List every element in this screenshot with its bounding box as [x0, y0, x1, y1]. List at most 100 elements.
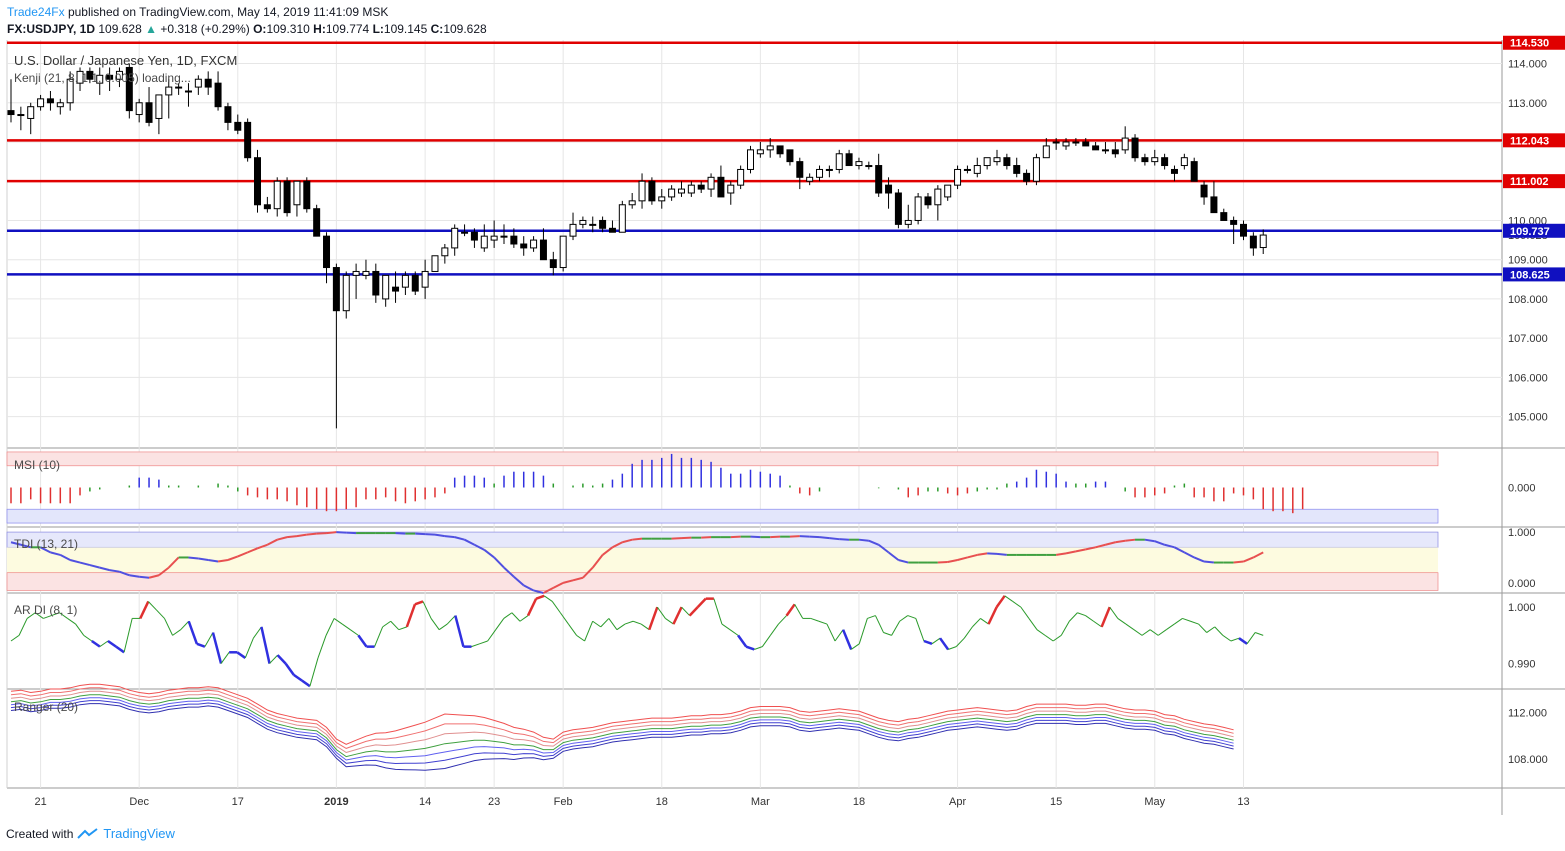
tdi-segment [612, 541, 623, 549]
candle [362, 259, 370, 280]
candle-body [115, 70, 123, 80]
candle [954, 165, 962, 190]
candle [569, 212, 577, 241]
tdi-segment [464, 538, 475, 546]
ardi-segment [721, 623, 731, 631]
tdi-segment [937, 561, 948, 564]
ranger-line [10, 683, 1234, 745]
last-price: 109.628 [98, 22, 142, 36]
tdi-segment [168, 556, 180, 569]
candle [323, 232, 331, 284]
candle-body [17, 114, 25, 117]
ardi-segment [883, 632, 892, 636]
tdi-segment [415, 532, 426, 536]
candle-body [983, 157, 991, 167]
tdi-segment [503, 566, 515, 578]
time-axis-label: Apr [949, 796, 966, 808]
ardi-segment [1230, 637, 1240, 642]
candle [983, 157, 991, 170]
ardi-segment [745, 645, 755, 651]
candle-body [766, 145, 774, 151]
ardi-segment [1198, 623, 1208, 633]
candle-body [737, 168, 745, 186]
tdi-segment [1183, 551, 1195, 559]
ardi-segment [341, 623, 351, 631]
candle-body [362, 270, 370, 276]
candle [96, 67, 104, 95]
candle [451, 224, 459, 256]
tdi-segment [898, 559, 909, 564]
ardi-segment [778, 615, 787, 625]
candle [431, 255, 439, 272]
candle [776, 145, 784, 158]
time-axis-label: 21 [34, 796, 46, 808]
tdi-segment [198, 557, 209, 561]
candle-body [224, 106, 232, 123]
tdi-segment [395, 532, 406, 535]
ardi-segment [309, 657, 319, 687]
candle-body [747, 149, 754, 170]
ardi-segment [1174, 618, 1183, 625]
tradingview-logo-icon [77, 827, 98, 839]
candle [865, 161, 873, 170]
candle [914, 193, 922, 225]
candle [687, 181, 695, 197]
price-tick-label: 108.000 [1508, 294, 1548, 306]
ardi-segment [1004, 595, 1014, 602]
tdi-segment [473, 543, 485, 551]
candle [963, 165, 971, 174]
tdi-segment [1095, 543, 1106, 549]
ardi-segment [1085, 615, 1094, 622]
ardi-segment [995, 595, 1006, 608]
ardi-segment [818, 620, 828, 625]
tdi-upper-zone [6, 531, 1439, 548]
candle [539, 228, 547, 261]
candle [1111, 142, 1119, 158]
ranger-tick-label: 108.000 [1508, 754, 1548, 766]
ardi-segment [1125, 623, 1135, 631]
tdi-segment [1174, 546, 1185, 554]
candle [46, 91, 54, 111]
candle [165, 79, 173, 119]
candle-body [145, 102, 153, 123]
publish-info: Trade24Fx published on TradingView.com, … [7, 5, 388, 19]
candle [1072, 138, 1080, 146]
candle-body [1200, 184, 1208, 198]
candle [993, 149, 1001, 166]
candle-body [1230, 219, 1238, 225]
msi-lower-zone [6, 508, 1439, 524]
ardi-segment [325, 618, 335, 636]
candle [934, 185, 942, 221]
candle [806, 173, 814, 186]
candle-body [382, 274, 390, 300]
candle-body [608, 227, 616, 233]
time-axis-label: 2019 [324, 796, 348, 808]
candle-body [530, 239, 538, 249]
candle-body [184, 90, 192, 93]
ardi-segment [83, 634, 93, 642]
ardi-segment [123, 618, 133, 653]
candle-body [894, 192, 902, 225]
candle [480, 224, 488, 252]
publisher-name[interactable]: Trade24Fx [7, 5, 65, 19]
tradingview-brand[interactable]: TradingView [103, 826, 175, 841]
ardi-segment [826, 623, 836, 642]
tdi-segment [582, 566, 594, 579]
ardi-segment [737, 634, 748, 648]
level-tag [1503, 223, 1565, 238]
candle-body [885, 184, 893, 194]
candle [194, 75, 202, 95]
candle-body [599, 219, 607, 229]
ardi-segment [107, 639, 117, 648]
candle [1210, 181, 1218, 214]
ardi-segment [624, 620, 634, 625]
candle-body [283, 180, 291, 214]
candle-body [155, 94, 163, 119]
ardi-segment [1109, 606, 1119, 619]
ranger-line [10, 700, 1234, 765]
ardi-segment [147, 601, 157, 611]
tdi-segment [967, 553, 978, 559]
high-value: 109.774 [325, 22, 370, 36]
candle-body [175, 86, 183, 89]
